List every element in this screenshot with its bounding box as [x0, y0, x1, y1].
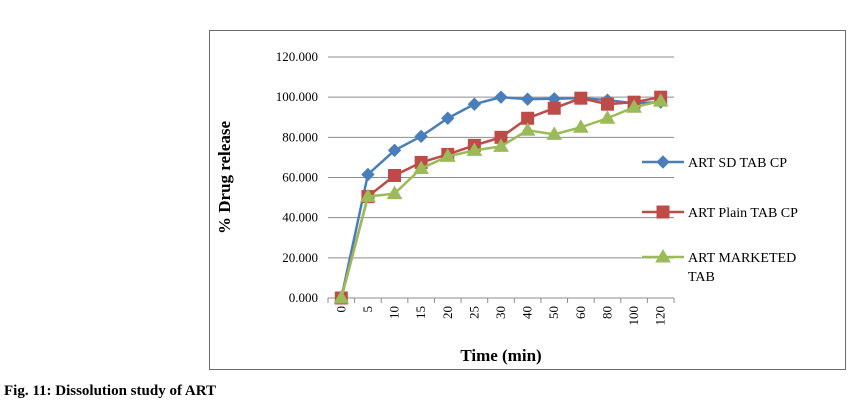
legend-marker: [656, 155, 670, 169]
y-axis-title: % Drug release: [215, 121, 234, 234]
x-tick-label: 50: [546, 306, 561, 319]
data-point: [520, 92, 535, 106]
data-point: [361, 167, 375, 182]
data-point: [547, 101, 561, 115]
x-tick-label: 20: [440, 306, 455, 319]
data-point: [494, 90, 508, 104]
data-point: [441, 111, 455, 125]
x-tick-label: 15: [413, 306, 428, 319]
data-point: [572, 119, 589, 133]
legend-label: TAB: [688, 270, 715, 285]
data-point: [386, 185, 403, 200]
data-point: [600, 97, 614, 111]
legend-label: ART SD TAB CP: [688, 156, 787, 171]
x-tick-label: 100: [626, 306, 641, 326]
data-point: [360, 188, 376, 203]
data-point: [652, 93, 669, 107]
x-tick-label: 60: [573, 306, 588, 319]
data-point: [546, 126, 563, 140]
data-point: [413, 160, 430, 174]
data-point: [599, 110, 616, 124]
y-tick-label: 80.000: [282, 129, 318, 144]
y-tick-label: 40.000: [282, 210, 318, 225]
data-point: [387, 143, 402, 158]
x-tick-label: 0: [333, 306, 348, 313]
data-point: [467, 97, 482, 111]
x-tick-label: 10: [387, 306, 402, 319]
x-tick-label: 120: [653, 306, 668, 326]
y-tick-label: 100.000: [276, 89, 318, 104]
x-tick-label: 30: [493, 306, 508, 319]
chart-frame: 0.000 20.000 40.000 60.000 80.000 100.000 120.…: [209, 30, 846, 370]
legend-marker: [656, 205, 670, 219]
x-tick-label: 80: [599, 306, 614, 319]
dissolution-chart: 0.000 20.000 40.000 60.000 80.000 100.000 120.…: [215, 49, 798, 365]
x-axis-title: Time (min): [460, 346, 541, 365]
data-point: [388, 168, 402, 182]
data-point: [333, 290, 350, 304]
x-tick-label: 40: [520, 306, 535, 319]
data-point: [626, 99, 642, 113]
x-tick-label: 25: [466, 306, 481, 319]
data-point: [493, 138, 509, 152]
x-tick-label: 5: [360, 306, 375, 313]
legend-marker: [655, 249, 671, 263]
data-point: [519, 122, 536, 136]
series-line: [340, 99, 661, 299]
data-point: [439, 148, 456, 162]
data-point: [574, 91, 588, 105]
y-tick-label: 20.000: [282, 250, 318, 265]
legend-label: ART Plain TAB CP: [688, 206, 798, 221]
y-tick-label: 0.000: [289, 290, 318, 305]
y-tick-label: 60.000: [282, 170, 318, 185]
legend-label: ART MARKETED: [688, 251, 796, 266]
y-tick-label: 120.000: [276, 49, 318, 64]
data-point: [414, 129, 428, 144]
data-point: [466, 142, 483, 156]
figure-caption: Fig. 11: Dissolution study of ART: [4, 383, 217, 399]
